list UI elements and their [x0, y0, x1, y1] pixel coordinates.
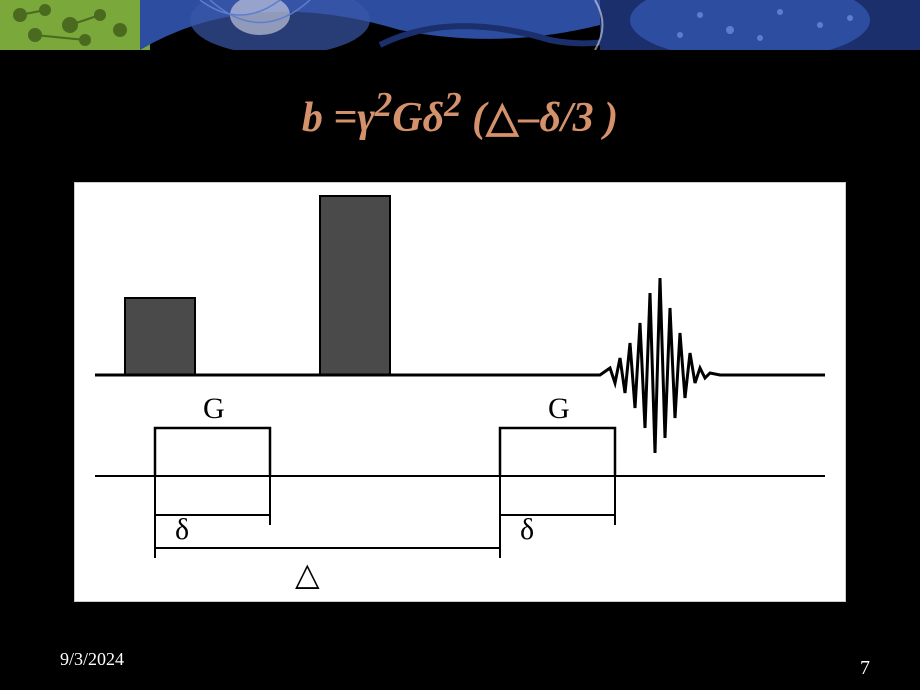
footer-page-number: 7 [860, 657, 870, 680]
rf-pulse-90 [125, 298, 195, 375]
pulse-sequence-diagram: G G δ δ △ [74, 182, 846, 602]
title-rest: –δ/3 ) [518, 95, 618, 141]
title-paren-open: ( [462, 95, 487, 141]
header-graphic [0, 0, 920, 50]
decorative-header [0, 0, 920, 50]
title-triangle: △ [486, 95, 518, 141]
delta2-label: δ [520, 513, 534, 546]
gradient-label-1: G [203, 392, 225, 425]
title-gamma: γ [357, 95, 374, 141]
footer-date: 9/3/2024 [60, 649, 124, 670]
formula-title: b =γ2Gδ2 (△–δ/3 ) [0, 85, 920, 142]
title-big-g: G [392, 95, 422, 141]
delta1-label: δ [175, 513, 189, 546]
title-b: b = [302, 95, 357, 141]
title-sup2b: 2 [444, 85, 462, 124]
title-sup2a: 2 [375, 85, 393, 124]
gradient-label-2: G [548, 392, 570, 425]
gradient-pulse-2 [500, 428, 615, 476]
gradient-pulse-1 [155, 428, 270, 476]
diagram-svg: G G δ δ △ [75, 183, 847, 603]
rf-pulse-180 [320, 196, 390, 375]
big-delta-label: △ [295, 556, 320, 592]
title-delta: δ [423, 95, 445, 141]
